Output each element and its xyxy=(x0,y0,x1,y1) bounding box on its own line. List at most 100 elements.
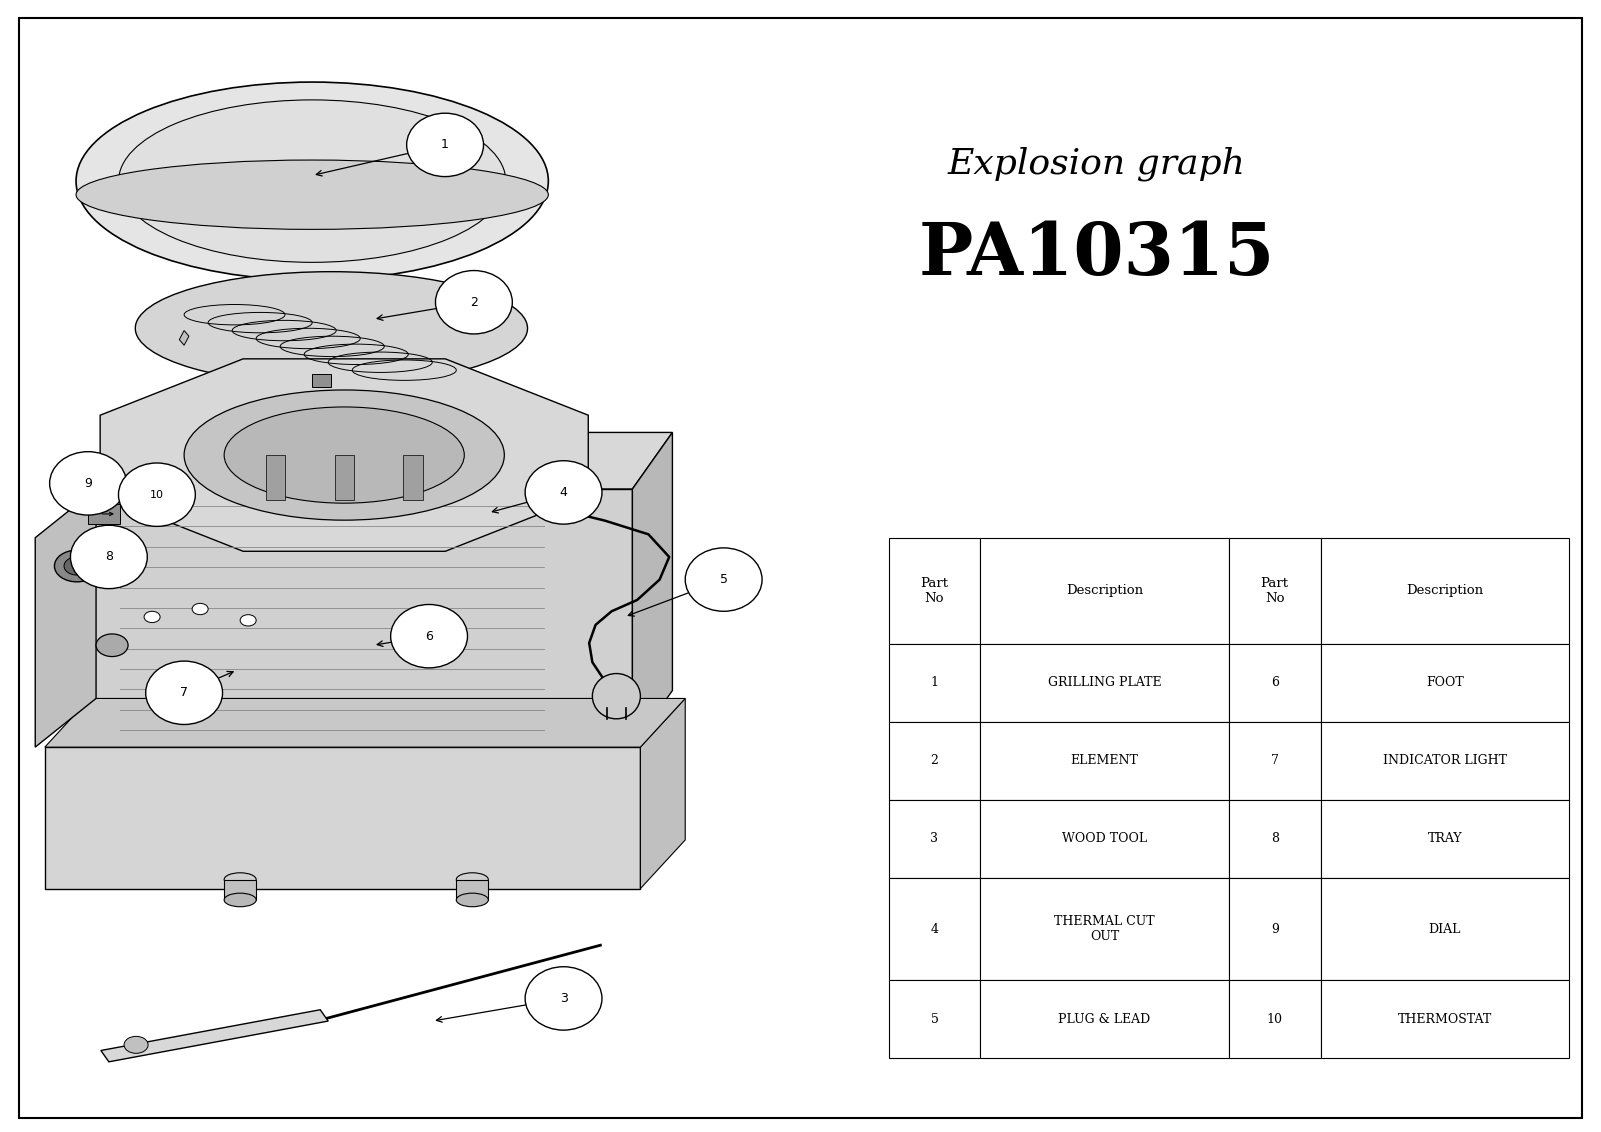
Text: THERMAL CUT
OUT: THERMAL CUT OUT xyxy=(1055,915,1154,943)
Text: INDICATOR LIGHT: INDICATOR LIGHT xyxy=(1383,754,1507,767)
Polygon shape xyxy=(296,374,352,385)
Bar xyxy=(980,644,1230,722)
Text: DIAL: DIAL xyxy=(1428,923,1462,936)
Polygon shape xyxy=(101,1010,328,1062)
Ellipse shape xyxy=(125,1037,147,1053)
Bar xyxy=(889,980,980,1058)
Text: 10: 10 xyxy=(1266,1013,1282,1026)
Bar xyxy=(335,455,354,500)
Text: PA10315: PA10315 xyxy=(919,220,1274,290)
Bar xyxy=(1321,800,1569,877)
Polygon shape xyxy=(224,880,256,900)
Ellipse shape xyxy=(525,967,602,1030)
Bar xyxy=(1321,644,1569,722)
Ellipse shape xyxy=(134,272,528,385)
Ellipse shape xyxy=(118,463,195,526)
Text: 8: 8 xyxy=(106,550,112,564)
Text: 3: 3 xyxy=(560,992,567,1005)
Bar xyxy=(980,722,1230,800)
Text: TRAY: TRAY xyxy=(1428,832,1462,846)
Text: 7: 7 xyxy=(1271,754,1279,767)
Ellipse shape xyxy=(456,893,488,907)
Polygon shape xyxy=(45,698,685,747)
Bar xyxy=(889,538,980,644)
Bar xyxy=(403,455,423,500)
Text: 6: 6 xyxy=(1271,677,1279,689)
Bar xyxy=(1230,644,1321,722)
Bar xyxy=(889,877,980,980)
Bar xyxy=(889,800,980,877)
Ellipse shape xyxy=(592,674,640,719)
Ellipse shape xyxy=(192,603,208,615)
Ellipse shape xyxy=(118,100,506,263)
Text: 9: 9 xyxy=(85,477,91,490)
Ellipse shape xyxy=(77,160,548,230)
Ellipse shape xyxy=(525,461,602,524)
Ellipse shape xyxy=(144,611,160,623)
Ellipse shape xyxy=(224,408,464,504)
Ellipse shape xyxy=(64,557,90,575)
Bar xyxy=(1321,722,1569,800)
Bar xyxy=(1230,538,1321,644)
Text: 3: 3 xyxy=(930,832,938,846)
Bar xyxy=(88,504,120,524)
Text: 5: 5 xyxy=(720,573,727,586)
Bar xyxy=(889,722,980,800)
Bar xyxy=(1230,800,1321,877)
Polygon shape xyxy=(101,359,588,551)
Polygon shape xyxy=(45,747,640,889)
Text: 4: 4 xyxy=(560,486,567,499)
Bar xyxy=(1230,877,1321,980)
Text: FOOT: FOOT xyxy=(1426,677,1463,689)
Text: THERMOSTAT: THERMOSTAT xyxy=(1398,1013,1492,1026)
Ellipse shape xyxy=(407,113,484,177)
Text: WOOD TOOL: WOOD TOOL xyxy=(1061,832,1148,846)
Ellipse shape xyxy=(685,548,762,611)
Polygon shape xyxy=(456,880,488,900)
Bar xyxy=(980,538,1230,644)
Ellipse shape xyxy=(456,873,488,886)
Bar xyxy=(1321,538,1569,644)
Text: 10: 10 xyxy=(150,490,163,499)
Bar xyxy=(980,877,1230,980)
Ellipse shape xyxy=(96,634,128,657)
Bar xyxy=(1230,980,1321,1058)
Polygon shape xyxy=(77,489,632,747)
Ellipse shape xyxy=(70,525,147,589)
Text: Description: Description xyxy=(1406,584,1484,598)
Bar xyxy=(1230,722,1321,800)
Text: 7: 7 xyxy=(181,686,187,700)
Text: 2: 2 xyxy=(471,295,477,309)
Bar xyxy=(266,455,285,500)
Text: 6: 6 xyxy=(426,629,432,643)
Text: 1: 1 xyxy=(930,677,938,689)
Polygon shape xyxy=(77,432,672,489)
Text: 5: 5 xyxy=(930,1013,938,1026)
Polygon shape xyxy=(640,698,685,889)
Text: 2: 2 xyxy=(930,754,938,767)
Text: Description: Description xyxy=(1066,584,1143,598)
Ellipse shape xyxy=(146,661,223,724)
Text: 1: 1 xyxy=(442,138,448,152)
Text: Part
No: Part No xyxy=(921,577,948,604)
Text: Explosion graph: Explosion graph xyxy=(948,147,1246,181)
Ellipse shape xyxy=(224,873,256,886)
Bar xyxy=(889,644,980,722)
Ellipse shape xyxy=(77,83,548,280)
Ellipse shape xyxy=(224,893,256,907)
Ellipse shape xyxy=(54,550,99,582)
Text: PLUG & LEAD: PLUG & LEAD xyxy=(1058,1013,1151,1026)
Ellipse shape xyxy=(50,452,126,515)
Text: 4: 4 xyxy=(930,923,938,936)
Ellipse shape xyxy=(391,604,467,668)
Ellipse shape xyxy=(184,389,504,521)
Text: 9: 9 xyxy=(1271,923,1279,936)
Ellipse shape xyxy=(435,271,512,334)
Polygon shape xyxy=(179,331,189,345)
Text: Part
No: Part No xyxy=(1260,577,1289,604)
Bar xyxy=(1321,877,1569,980)
Bar xyxy=(1321,980,1569,1058)
Bar xyxy=(980,800,1230,877)
Bar xyxy=(980,980,1230,1058)
Text: 8: 8 xyxy=(1271,832,1279,846)
